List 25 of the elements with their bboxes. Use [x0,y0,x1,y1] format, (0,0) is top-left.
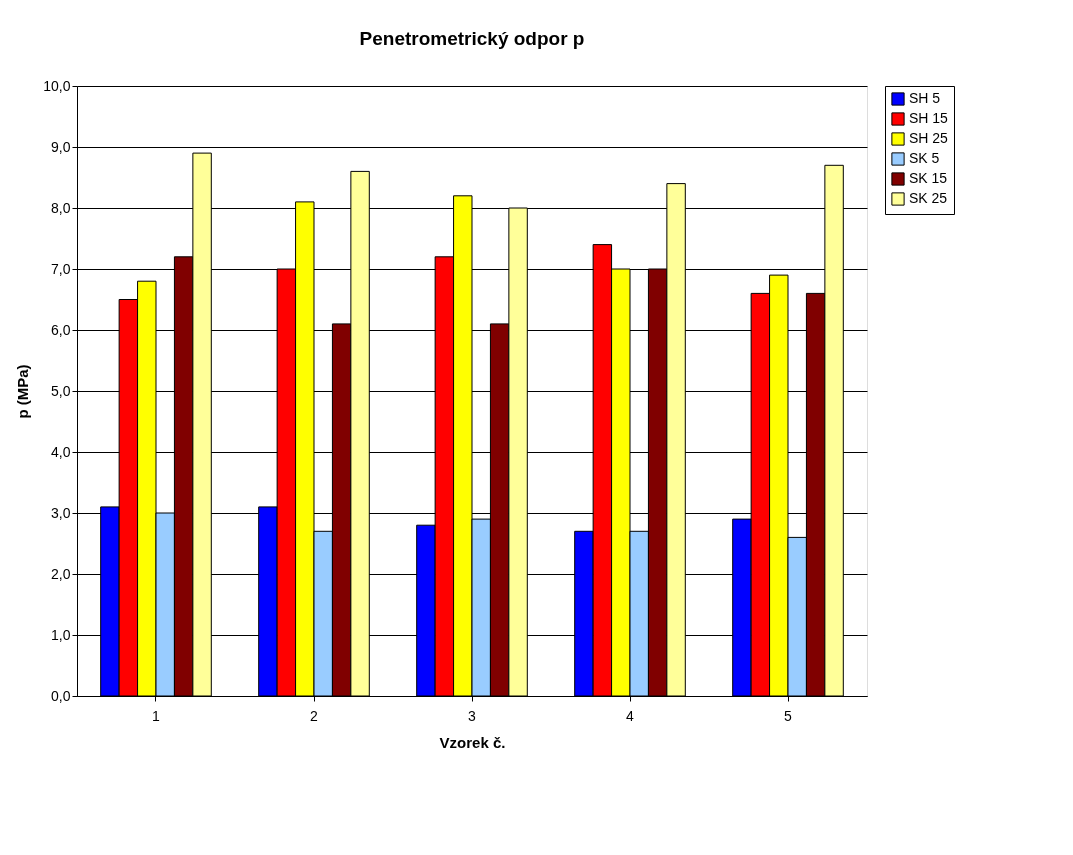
x-tick-label: 1 [152,707,161,724]
y-tick-label: 6,0 [51,321,71,338]
y-axis-title: p (MPa) [14,364,32,419]
legend-label: SK 25 [909,190,948,206]
legend-label: SH 15 [909,110,949,126]
legend-label: SK 15 [909,170,948,186]
legend-label: SK 5 [909,150,940,166]
x-axis-title: Vzorek č. [439,733,506,751]
chart-title: Penetrometrický odpor p [359,28,585,49]
y-tick-label: 5,0 [51,382,71,399]
x-tick-label: 5 [784,707,793,724]
y-tick-label: 1,0 [51,626,71,643]
y-tick-label: 0,0 [51,687,71,704]
y-tick-label: 8,0 [51,199,71,216]
x-tick-label: 2 [310,707,319,724]
legend-label: SH 25 [909,130,949,146]
y-tick-label: 2,0 [51,565,71,582]
y-tick-label: 10,0 [43,77,71,94]
y-tick-label: 4,0 [51,443,71,460]
legend-label: SH 5 [909,90,941,106]
x-tick-label: 4 [626,707,635,724]
y-tick-label: 7,0 [51,260,71,277]
y-tick-label: 3,0 [51,504,71,521]
y-tick-label: 9,0 [51,138,71,155]
x-tick-label: 3 [468,707,477,724]
